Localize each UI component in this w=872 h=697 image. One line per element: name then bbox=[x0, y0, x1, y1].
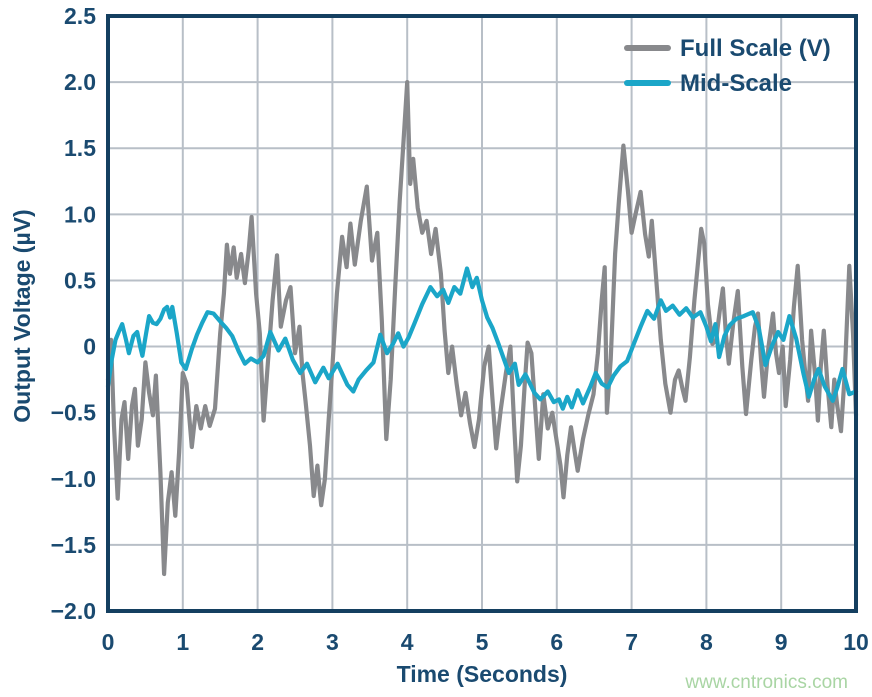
y-axis-title: Output Voltage (µV) bbox=[9, 209, 35, 422]
x-tick-label: 6 bbox=[550, 629, 563, 655]
y-tick-label: 1.0 bbox=[64, 201, 96, 227]
mid-scale-legend-label: Mid-Scale bbox=[680, 70, 792, 97]
y-tick-label: 0 bbox=[83, 334, 96, 360]
legend: Full Scale (V) Mid-Scale bbox=[624, 35, 831, 97]
full-scale-line bbox=[105, 79, 859, 577]
full-scale-legend-label: Full Scale (V) bbox=[680, 35, 831, 62]
x-tick-label: 8 bbox=[700, 629, 713, 655]
x-tick-label: 5 bbox=[476, 629, 489, 655]
x-axis-title: Time (Seconds) bbox=[397, 661, 568, 687]
x-tick-label: 1 bbox=[176, 629, 189, 655]
x-tick-label: 7 bbox=[625, 629, 638, 655]
y-tick-label: −0.5 bbox=[51, 400, 97, 426]
y-tick-label: 2.5 bbox=[64, 3, 96, 29]
x-tick-label: 4 bbox=[401, 629, 414, 655]
y-tick-labels: −2.0 −1.5 −1.0 −0.5 0 0.5 1.0 1.5 2.0 2.5 bbox=[51, 3, 97, 624]
x-tick-label: 2 bbox=[251, 629, 264, 655]
x-tick-label: 3 bbox=[326, 629, 339, 655]
y-tick-label: −1.5 bbox=[51, 532, 97, 558]
y-tick-label: 0.5 bbox=[64, 267, 96, 293]
y-tick-label: 1.5 bbox=[64, 135, 96, 161]
series-layer bbox=[105, 79, 859, 577]
x-tick-labels: 0 1 2 3 4 5 6 7 8 9 10 bbox=[102, 629, 869, 655]
y-tick-label: −1.0 bbox=[51, 466, 96, 492]
x-tick-label: 0 bbox=[102, 629, 115, 655]
watermark-text: www.cntronics.com bbox=[684, 672, 848, 693]
y-tick-label: 2.0 bbox=[64, 69, 96, 95]
x-tick-label: 9 bbox=[775, 629, 788, 655]
plot-border bbox=[106, 14, 858, 613]
x-tick-label: 10 bbox=[843, 629, 869, 655]
mid-scale-line bbox=[105, 266, 859, 411]
y-tick-label: −2.0 bbox=[51, 598, 96, 624]
